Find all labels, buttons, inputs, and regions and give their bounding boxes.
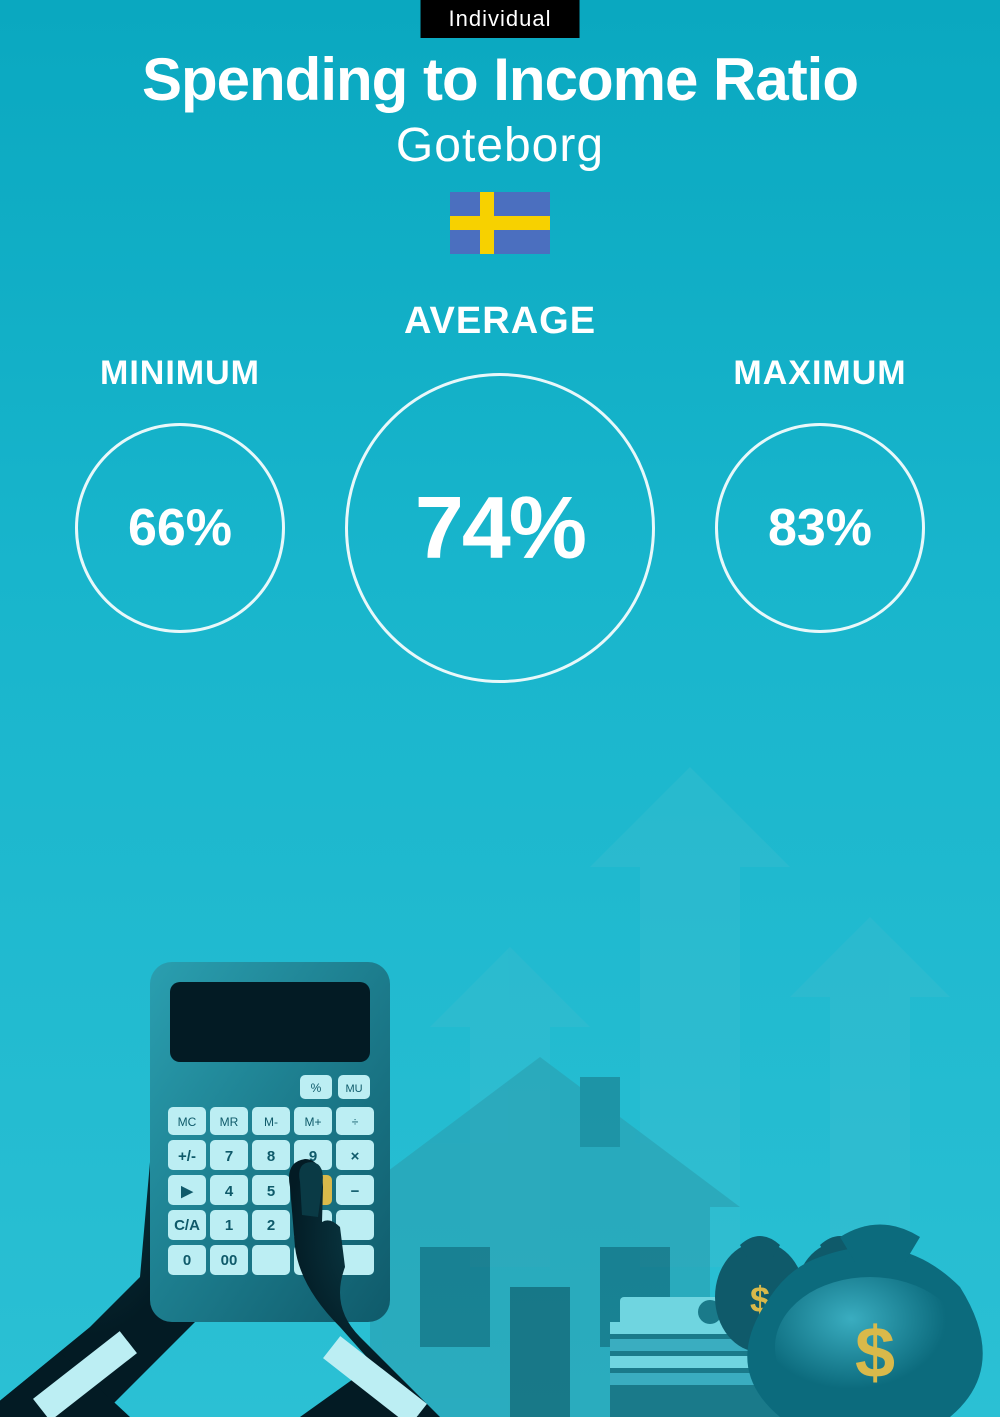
svg-text:2: 2 [267,1217,275,1234]
svg-text:%: % [311,1081,322,1095]
svg-text:MR: MR [220,1115,239,1129]
svg-text:7: 7 [225,1148,233,1165]
svg-text:C/A: C/A [174,1217,200,1234]
stat-minimum: MINIMUM 66% [75,300,285,633]
page-title: Spending to Income Ratio [0,45,1000,114]
sweden-flag-icon [450,192,550,254]
stat-maximum: MAXIMUM 83% [715,300,925,633]
svg-text:▶: ▶ [180,1183,194,1200]
svg-text:00: 00 [221,1252,238,1269]
svg-text:0: 0 [183,1252,191,1269]
svg-text:4: 4 [225,1183,234,1200]
svg-text:$: $ [855,1313,895,1393]
svg-text:−: − [351,1183,360,1200]
svg-text:8: 8 [267,1148,275,1165]
stat-label-average: AVERAGE [404,300,596,343]
calculator-icon: % MU MC MR M- M+ ÷ +/- 7 8 9 × ▶ 4 5 6 −… [150,962,390,1322]
stat-label-maximum: MAXIMUM [733,354,906,393]
svg-text:MC: MC [178,1115,197,1129]
svg-text:1: 1 [225,1217,233,1234]
stat-value-maximum: 83% [715,423,925,633]
stat-value-minimum: 66% [75,423,285,633]
svg-text:MU: MU [345,1083,362,1095]
stat-average: AVERAGE 74% [345,300,655,683]
stats-row: MINIMUM 66% AVERAGE 74% MAXIMUM 83% [0,300,1000,683]
svg-text:×: × [351,1148,360,1165]
svg-text:5: 5 [267,1183,275,1200]
category-badge: Individual [421,0,580,38]
svg-text:M-: M- [264,1115,278,1129]
page-subtitle: Goteborg [0,118,1000,173]
finance-illustration: $ $ $ % [0,767,1000,1417]
svg-text:÷: ÷ [352,1115,359,1129]
svg-text:+/-: +/- [178,1148,196,1165]
stat-label-minimum: MINIMUM [100,354,260,393]
svg-text:M+: M+ [304,1115,321,1129]
stat-value-average: 74% [345,373,655,683]
